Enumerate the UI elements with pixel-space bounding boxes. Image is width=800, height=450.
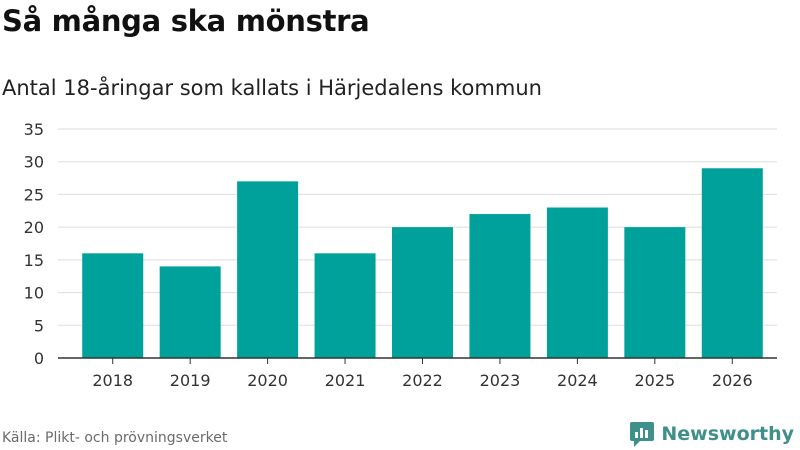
x-tick-label: 2024: [557, 371, 598, 390]
x-tick-label: 2022: [402, 371, 443, 390]
bar: [546, 207, 608, 358]
bar: [237, 181, 299, 358]
source-note: Källa: Plikt- och prövningsverket: [2, 430, 228, 446]
bar: [701, 168, 763, 358]
y-tick-label: 35: [24, 120, 44, 139]
chart-subtitle: Antal 18-åringar som kallats i Härjedale…: [2, 76, 542, 100]
x-tick-label: 2023: [480, 371, 521, 390]
newsworthy-logo-icon: [630, 422, 655, 447]
y-tick-label: 20: [24, 218, 44, 237]
bar: [314, 253, 376, 358]
brand-name: Newsworthy: [661, 423, 794, 445]
x-tick-label: 2021: [325, 371, 366, 390]
y-tick-label: 25: [24, 185, 44, 204]
x-tick-label: 2025: [634, 371, 675, 390]
y-tick-label: 0: [34, 349, 44, 368]
x-tick-label: 2018: [92, 371, 133, 390]
bars: [82, 168, 763, 358]
bar: [624, 227, 686, 358]
y-tick-label: 15: [24, 251, 44, 270]
y-tick-label: 5: [34, 316, 44, 335]
y-tick-label: 30: [24, 153, 44, 172]
x-tick-label: 2020: [247, 371, 288, 390]
bar: [159, 266, 221, 358]
chart-title: Så många ska mönstra: [2, 4, 370, 38]
brand-logo: Newsworthy: [629, 420, 794, 448]
bar: [82, 253, 144, 358]
bar: [392, 227, 453, 358]
x-tick-label: 2019: [170, 371, 211, 390]
x-tick-label: 2026: [712, 371, 753, 390]
bar: [469, 214, 531, 358]
y-tick-label: 10: [24, 284, 44, 303]
